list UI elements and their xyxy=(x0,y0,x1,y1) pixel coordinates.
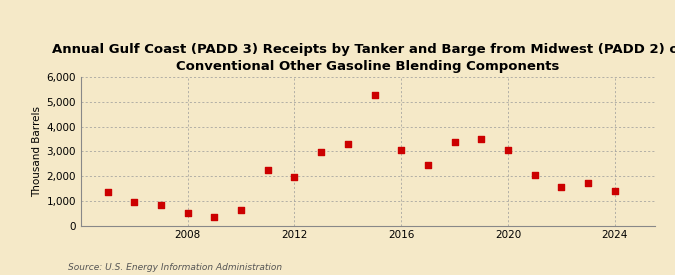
Text: Source: U.S. Energy Information Administration: Source: U.S. Energy Information Administ… xyxy=(68,263,281,272)
Point xyxy=(236,208,246,213)
Point xyxy=(369,93,380,97)
Point xyxy=(263,168,273,172)
Point xyxy=(503,148,514,152)
Title: Annual Gulf Coast (PADD 3) Receipts by Tanker and Barge from Midwest (PADD 2) of: Annual Gulf Coast (PADD 3) Receipts by T… xyxy=(51,43,675,73)
Point xyxy=(449,140,460,145)
Point xyxy=(156,203,167,207)
Y-axis label: Thousand Barrels: Thousand Barrels xyxy=(32,106,43,197)
Point xyxy=(396,148,406,152)
Point xyxy=(182,210,193,215)
Point xyxy=(103,190,113,194)
Point xyxy=(209,215,220,219)
Point xyxy=(289,175,300,179)
Point xyxy=(583,181,593,185)
Point xyxy=(342,142,353,146)
Point xyxy=(129,200,140,204)
Point xyxy=(423,163,433,167)
Point xyxy=(316,150,327,154)
Point xyxy=(556,185,567,189)
Point xyxy=(529,172,540,177)
Point xyxy=(610,189,620,193)
Point xyxy=(476,137,487,141)
